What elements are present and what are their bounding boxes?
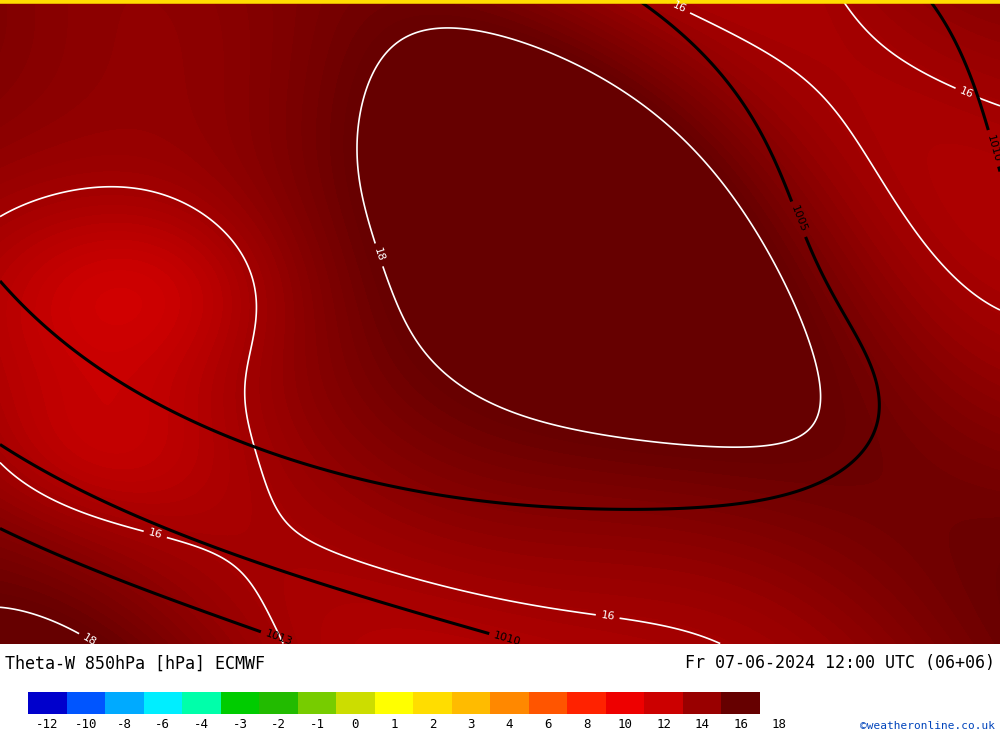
Text: 18: 18: [372, 246, 386, 263]
FancyBboxPatch shape: [144, 692, 182, 714]
Text: 18: 18: [772, 718, 787, 731]
FancyBboxPatch shape: [182, 692, 221, 714]
Text: 12: 12: [656, 718, 671, 731]
Text: 8: 8: [583, 718, 590, 731]
Text: 1: 1: [390, 718, 398, 731]
Text: Fr 07-06-2024 12:00 UTC (06+06): Fr 07-06-2024 12:00 UTC (06+06): [685, 655, 995, 672]
Text: 2: 2: [429, 718, 436, 731]
Text: 18: 18: [81, 632, 98, 648]
FancyBboxPatch shape: [413, 692, 452, 714]
Text: 16: 16: [600, 611, 615, 622]
Text: 16: 16: [671, 0, 688, 15]
Text: -12: -12: [36, 718, 59, 731]
FancyBboxPatch shape: [683, 692, 721, 714]
Text: -3: -3: [232, 718, 247, 731]
Text: -6: -6: [155, 718, 170, 731]
FancyBboxPatch shape: [67, 692, 105, 714]
Text: 1013: 1013: [264, 629, 294, 647]
Text: 1010: 1010: [985, 133, 1000, 163]
FancyBboxPatch shape: [567, 692, 606, 714]
Text: 3: 3: [467, 718, 475, 731]
FancyBboxPatch shape: [644, 692, 683, 714]
Text: 10: 10: [618, 718, 633, 731]
Text: 6: 6: [544, 718, 552, 731]
Text: -10: -10: [75, 718, 97, 731]
FancyBboxPatch shape: [452, 692, 490, 714]
Text: 16: 16: [958, 86, 975, 100]
FancyBboxPatch shape: [375, 692, 413, 714]
FancyBboxPatch shape: [221, 692, 259, 714]
Text: -1: -1: [309, 718, 324, 731]
Text: ©weatheronline.co.uk: ©weatheronline.co.uk: [860, 721, 995, 731]
FancyBboxPatch shape: [529, 692, 567, 714]
Text: 1010: 1010: [493, 630, 522, 647]
FancyBboxPatch shape: [606, 692, 644, 714]
Text: -2: -2: [271, 718, 286, 731]
FancyBboxPatch shape: [336, 692, 375, 714]
Polygon shape: [742, 692, 760, 714]
Text: 0: 0: [352, 718, 359, 731]
Text: Theta-W 850hPa [hPa] ECMWF: Theta-W 850hPa [hPa] ECMWF: [5, 655, 265, 672]
FancyBboxPatch shape: [298, 692, 336, 714]
Text: -4: -4: [194, 718, 209, 731]
Text: 14: 14: [695, 718, 710, 731]
Text: 4: 4: [506, 718, 513, 731]
FancyBboxPatch shape: [105, 692, 144, 714]
FancyBboxPatch shape: [28, 692, 67, 714]
Text: 1005: 1005: [789, 205, 808, 234]
Text: 16: 16: [147, 528, 163, 541]
Polygon shape: [28, 692, 46, 714]
FancyBboxPatch shape: [259, 692, 298, 714]
FancyBboxPatch shape: [721, 692, 760, 714]
Text: 16: 16: [733, 718, 748, 731]
Text: -8: -8: [117, 718, 132, 731]
FancyBboxPatch shape: [490, 692, 529, 714]
